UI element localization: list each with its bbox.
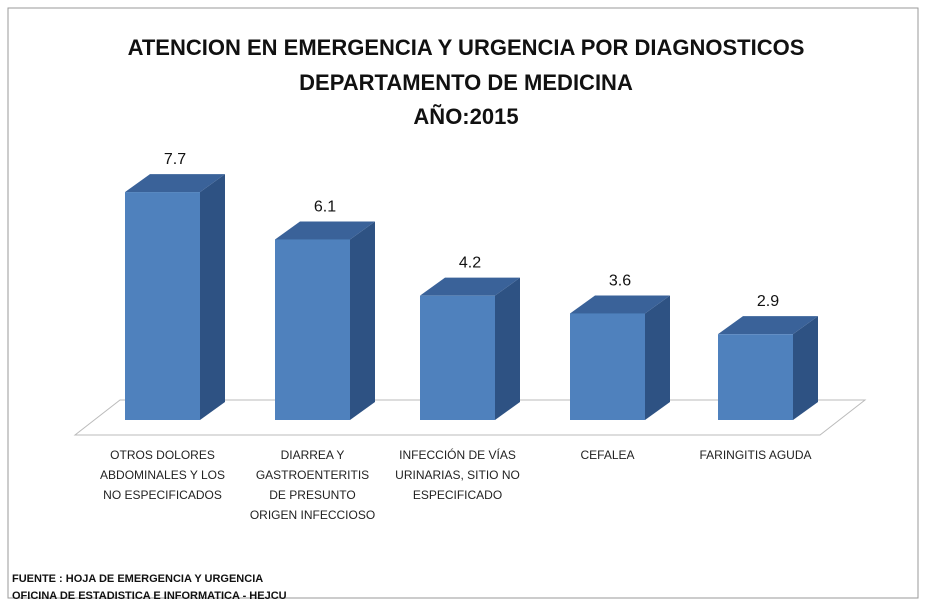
chart-title: DEPARTAMENTO DE MEDICINA <box>299 70 633 95</box>
bar <box>570 295 670 420</box>
bar-front <box>420 295 495 420</box>
value-label: 4.2 <box>459 255 481 272</box>
bar-front <box>718 334 793 420</box>
bar <box>420 277 520 420</box>
value-label: 2.9 <box>757 293 779 310</box>
x-tick-label: OTROS DOLORES ABDOMINALES Y LOS NO ESPEC… <box>100 448 225 502</box>
x-tick-label: FARINGITIS AGUDA <box>699 448 812 462</box>
chart-title: ATENCION EN EMERGENCIA Y URGENCIA POR DI… <box>128 35 805 60</box>
value-label: 7.7 <box>164 151 186 168</box>
bar-top <box>420 277 520 296</box>
bar-top <box>718 316 818 335</box>
bar-front <box>570 313 645 420</box>
bar-front <box>125 192 200 420</box>
bar-top <box>275 221 375 240</box>
bar <box>275 221 375 420</box>
bar-side <box>200 174 225 420</box>
bar-top <box>125 174 225 193</box>
bar-side <box>793 316 818 420</box>
x-tick-label: INFECCIÓN DE VÍAS URINARIAS, SITIO NO ES… <box>395 448 520 502</box>
bar-side <box>495 277 520 420</box>
bar <box>718 316 818 420</box>
bar-side <box>645 295 670 420</box>
value-label: 6.1 <box>314 198 336 215</box>
chart-title: AÑO:2015 <box>413 104 518 129</box>
bar-side <box>350 221 375 420</box>
bar <box>125 174 225 420</box>
bar-top <box>570 295 670 314</box>
source-note: OFICINA DE ESTADISTICA E INFORMATICA - H… <box>12 590 287 602</box>
bar-front <box>275 239 350 420</box>
x-tick-label: DIARREA Y GASTROENTERITIS DE PRESUNTO OR… <box>249 448 376 522</box>
value-label: 3.6 <box>609 272 631 289</box>
x-tick-label: CEFALEA <box>580 448 635 462</box>
source-note: FUENTE : HOJA DE EMERGENCIA Y URGENCIA <box>12 573 263 585</box>
